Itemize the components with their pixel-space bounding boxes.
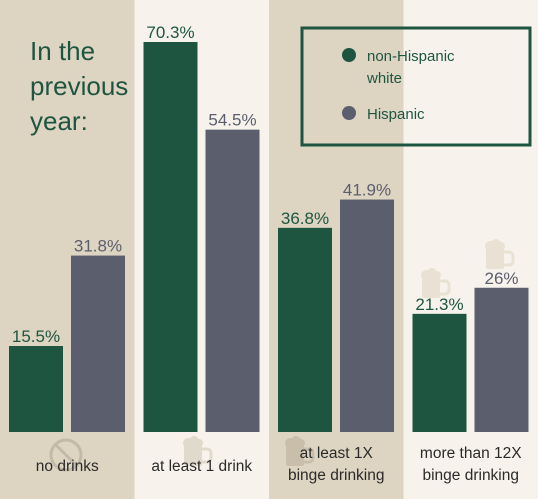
beer-mug-icon [183,436,213,466]
data-label: 41.9% [343,181,391,200]
data-label: 26% [484,269,518,288]
mug-body [422,276,440,298]
bar-s1-g3 [278,227,332,432]
beer-mug-icon [285,436,315,466]
beer-mug-icon [485,239,515,269]
legend-marker [342,48,356,62]
mug-handle [304,447,315,464]
title-line: previous [30,71,128,101]
mug-handle [504,250,515,267]
mug-handle [202,447,213,464]
mug-body [184,444,202,466]
data-label: 36.8% [281,209,329,228]
foam-3 [297,439,305,447]
legend-label: non-Hispanic [367,48,455,65]
mug-handle [440,279,451,296]
bar-s2-g4 [474,287,529,432]
bar-s2-g1 [71,255,125,432]
labels: 15.5% 70.3% 36.8% 21.3% 31.8% 54.5% 41.9% 26% no… [12,23,522,484]
no-drink-ring [49,438,83,472]
title-line: In the [30,36,95,66]
category-label: at least 1X [300,445,374,462]
foam-3 [497,242,505,250]
category-label: no drinks [36,458,99,475]
beer-mug-icon [421,268,451,298]
legend-marker [342,106,356,120]
icons [49,239,515,472]
category-label: binge drinking [422,467,519,484]
bars [9,42,529,432]
data-label: 70.3% [146,23,194,42]
mug-body [286,444,304,466]
data-label: 31.8% [74,237,122,256]
category-label: more than 12X [420,445,522,462]
bar-s1-g4 [412,313,467,432]
bar-s2-g2 [205,129,260,432]
category-label: at least 1 drink [151,458,252,475]
legend: non-Hispanic white Hispanic [300,26,532,147]
title-line: year: [30,106,88,136]
foam-3 [433,271,441,279]
legend-label: white [366,70,402,87]
no-drink-slash [53,442,79,468]
chart-title: In the previous year: [30,36,128,136]
bar-s1-g1 [9,346,63,432]
bar-s1-g2 [143,42,198,432]
bar-s2-g3 [340,199,394,432]
category-label: binge drinking [288,467,385,484]
data-label: 21.3% [415,295,463,314]
legend-label: Hispanic [367,106,425,123]
data-label: 15.5% [12,327,60,346]
data-label: 54.5% [208,111,256,130]
legend-box [300,26,532,147]
mug-body [486,247,504,269]
foam-3 [195,439,203,447]
no-drink-icon [49,438,83,472]
